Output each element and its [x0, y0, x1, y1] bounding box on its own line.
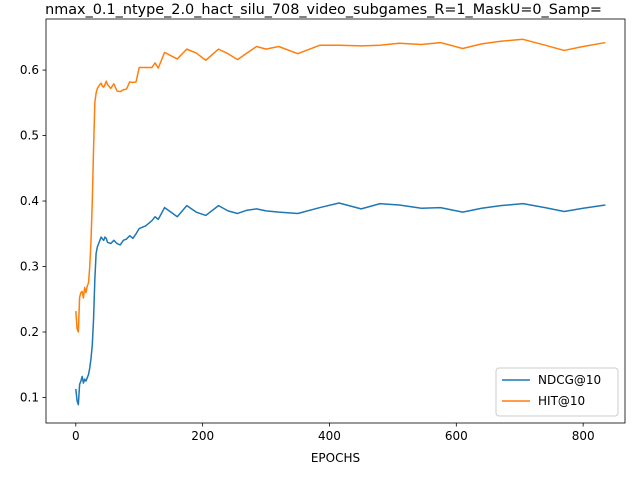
x-tick-label: 0 — [72, 429, 80, 443]
y-tick-label: 0.4 — [20, 194, 39, 208]
y-tick-label: 0.2 — [20, 325, 39, 339]
chart-title: nmax_0.1_ntype_2.0_hact_silu_708_video_s… — [45, 2, 602, 18]
y-tick-label: 0.5 — [20, 129, 39, 143]
x-tick-label: 400 — [318, 429, 341, 443]
legend-label-hit: HIT@10 — [538, 394, 585, 408]
y-tick-label: 0.1 — [20, 390, 39, 404]
series-layer — [75, 38, 606, 406]
x-axis-title: EPOCHS — [311, 451, 360, 465]
legend: NDCG@10 HIT@10 — [495, 367, 619, 417]
y-tick-label: 0.6 — [20, 63, 39, 77]
series-line-ndcg — [75, 202, 606, 406]
plot-frame — [45, 18, 626, 424]
x-axis-ticks: 0 200 400 600 800 — [72, 423, 595, 443]
x-tick-label: 600 — [445, 429, 468, 443]
legend-label-ndcg: NDCG@10 — [538, 373, 601, 387]
x-tick-label: 200 — [191, 429, 214, 443]
x-tick-label: 800 — [572, 429, 595, 443]
y-tick-label: 0.3 — [20, 260, 39, 274]
series-line-hit — [75, 38, 606, 333]
y-axis-ticks: 0.1 0.2 0.3 0.4 0.5 0.6 — [20, 63, 46, 404]
